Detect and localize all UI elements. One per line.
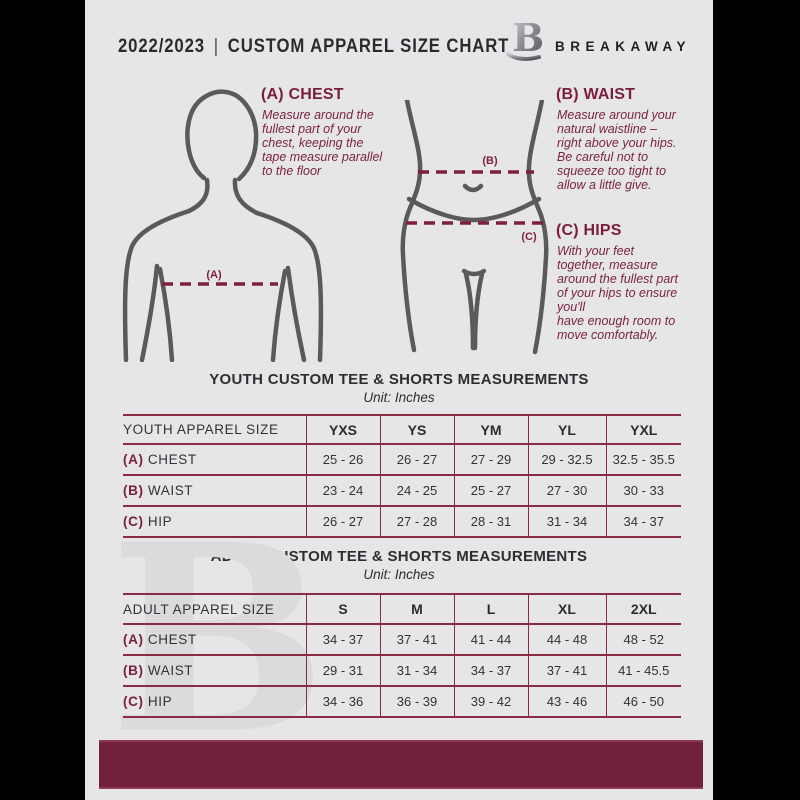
right-black-margin bbox=[713, 0, 800, 800]
size-col: 2XL bbox=[605, 594, 681, 624]
cell: 23 - 24 bbox=[305, 475, 380, 506]
cell: 44 - 48 bbox=[527, 624, 606, 655]
cell: 27 - 29 bbox=[453, 444, 528, 475]
size-col: M bbox=[379, 594, 454, 624]
cell: 29 - 32.5 bbox=[527, 444, 606, 475]
cell: 37 - 41 bbox=[527, 655, 606, 686]
cell: 28 - 31 bbox=[453, 506, 528, 537]
cell: 29 - 31 bbox=[305, 655, 380, 686]
cell: 43 - 46 bbox=[527, 686, 606, 717]
upper-body-figure: (A) bbox=[122, 89, 324, 362]
chest-instructions: Measure around the fullest part of your … bbox=[262, 108, 383, 178]
cell: 30 - 33 bbox=[605, 475, 681, 506]
cell: 34 - 36 bbox=[305, 686, 380, 717]
figure-label-a: (A) bbox=[206, 269, 222, 281]
size-col: YXS bbox=[305, 415, 380, 444]
footer-maroon-band bbox=[99, 740, 703, 789]
row-label: CHEST bbox=[147, 632, 197, 647]
table-row: (C) HIP 26 - 27 27 - 28 28 - 31 31 - 34 … bbox=[123, 506, 681, 537]
adult-table-title: ADULT CUSTOM TEE & SHORTS MEASUREMENTS bbox=[210, 548, 588, 565]
row-label: WAIST bbox=[147, 483, 194, 498]
cell: 39 - 42 bbox=[453, 686, 528, 717]
page-background: B 2022/2023 | CUSTOM APPAREL SIZE CHART B … bbox=[85, 0, 713, 800]
size-col: YM bbox=[453, 415, 528, 444]
cell: 26 - 27 bbox=[305, 506, 380, 537]
size-col: L bbox=[453, 594, 528, 624]
table-row: (C) HIP 34 - 36 36 - 39 39 - 42 43 - 46 … bbox=[123, 686, 681, 717]
cell: 25 - 27 bbox=[453, 475, 528, 506]
chest-heading: (A) CHEST bbox=[261, 86, 344, 103]
size-col: YS bbox=[379, 415, 454, 444]
cell: 34 - 37 bbox=[305, 624, 380, 655]
page-title: 2022/2023 | CUSTOM APPAREL SIZE CHART bbox=[118, 36, 509, 58]
figure-label-b: (B) bbox=[482, 155, 498, 167]
row-label: CHEST bbox=[147, 452, 197, 467]
row-label: WAIST bbox=[147, 663, 194, 678]
cell: 27 - 30 bbox=[527, 475, 606, 506]
cell: 41 - 44 bbox=[453, 624, 528, 655]
size-col: YXL bbox=[605, 415, 681, 444]
left-black-margin bbox=[0, 0, 85, 800]
table-row: (A) CHEST 25 - 26 26 - 27 27 - 29 29 - 3… bbox=[123, 444, 681, 475]
figure-label-c: (C) bbox=[521, 231, 537, 243]
adult-unit-label: Unit: Inches bbox=[363, 567, 435, 582]
cell: 26 - 27 bbox=[379, 444, 454, 475]
row-label: HIP bbox=[147, 514, 173, 529]
size-col: YL bbox=[527, 415, 606, 444]
cell: 25 - 26 bbox=[305, 444, 380, 475]
cell: 37 - 41 bbox=[379, 624, 454, 655]
row-prefix: (A) bbox=[123, 452, 144, 467]
adult-size-header: ADULT APPAREL SIZE bbox=[123, 601, 275, 617]
youth-size-header: YOUTH APPAREL SIZE bbox=[123, 422, 279, 437]
size-col: XL bbox=[527, 594, 606, 624]
row-prefix: (C) bbox=[123, 514, 144, 529]
title-year: 2022/2023 bbox=[118, 36, 205, 57]
table-row: (B) WAIST 29 - 31 31 - 34 34 - 37 37 - 4… bbox=[123, 655, 681, 686]
row-label: HIP bbox=[147, 694, 173, 709]
adult-header-row: ADULT APPAREL SIZE S M L XL 2XL bbox=[123, 594, 681, 624]
row-prefix: (B) bbox=[123, 663, 144, 678]
waist-heading: (B) WAIST bbox=[556, 86, 636, 103]
cell: 32.5 - 35.5 bbox=[605, 444, 681, 475]
row-prefix: (A) bbox=[123, 632, 144, 647]
cell: 34 - 37 bbox=[453, 655, 528, 686]
breakaway-logo-icon: B bbox=[506, 15, 544, 61]
cell: 34 - 37 bbox=[605, 506, 681, 537]
youth-table-title: YOUTH CUSTOM TEE & SHORTS MEASUREMENTS bbox=[209, 371, 589, 388]
cell: 24 - 25 bbox=[379, 475, 454, 506]
brand-name: BREAKAWAY bbox=[555, 39, 692, 54]
lower-body-figure: (B) (C) bbox=[400, 100, 549, 355]
cell: 46 - 50 bbox=[605, 686, 681, 717]
cell: 41 - 45.5 bbox=[605, 655, 681, 686]
size-col: S bbox=[305, 594, 380, 624]
title-text: CUSTOM APPAREL SIZE CHART bbox=[227, 36, 510, 57]
waist-instructions: Measure around your natural waistline – … bbox=[557, 108, 677, 192]
row-prefix: (C) bbox=[123, 694, 144, 709]
cell: 31 - 34 bbox=[527, 506, 606, 537]
table-row: (A) CHEST 34 - 37 37 - 41 41 - 44 44 - 4… bbox=[123, 624, 681, 655]
title-divider: | bbox=[213, 36, 219, 57]
hips-instructions: With your feet together, measure around … bbox=[557, 244, 678, 342]
brand-watermark-letter: B bbox=[109, 488, 328, 791]
cell: 27 - 28 bbox=[379, 506, 454, 537]
youth-unit-label: Unit: Inches bbox=[363, 390, 435, 405]
hips-heading: (C) HIPS bbox=[556, 222, 622, 239]
cell: 36 - 39 bbox=[379, 686, 454, 717]
youth-size-table: YOUTH APPAREL SIZE YXS YS YM YL YXL (A) … bbox=[123, 414, 681, 538]
cell: 31 - 34 bbox=[379, 655, 454, 686]
adult-size-table: ADULT APPAREL SIZE S M L XL 2XL (A) CHES… bbox=[123, 593, 681, 718]
youth-header-row: YOUTH APPAREL SIZE YXS YS YM YL YXL bbox=[123, 415, 681, 444]
cell: 48 - 52 bbox=[605, 624, 681, 655]
table-row: (B) WAIST 23 - 24 24 - 25 25 - 27 27 - 3… bbox=[123, 475, 681, 506]
row-prefix: (B) bbox=[123, 483, 144, 498]
